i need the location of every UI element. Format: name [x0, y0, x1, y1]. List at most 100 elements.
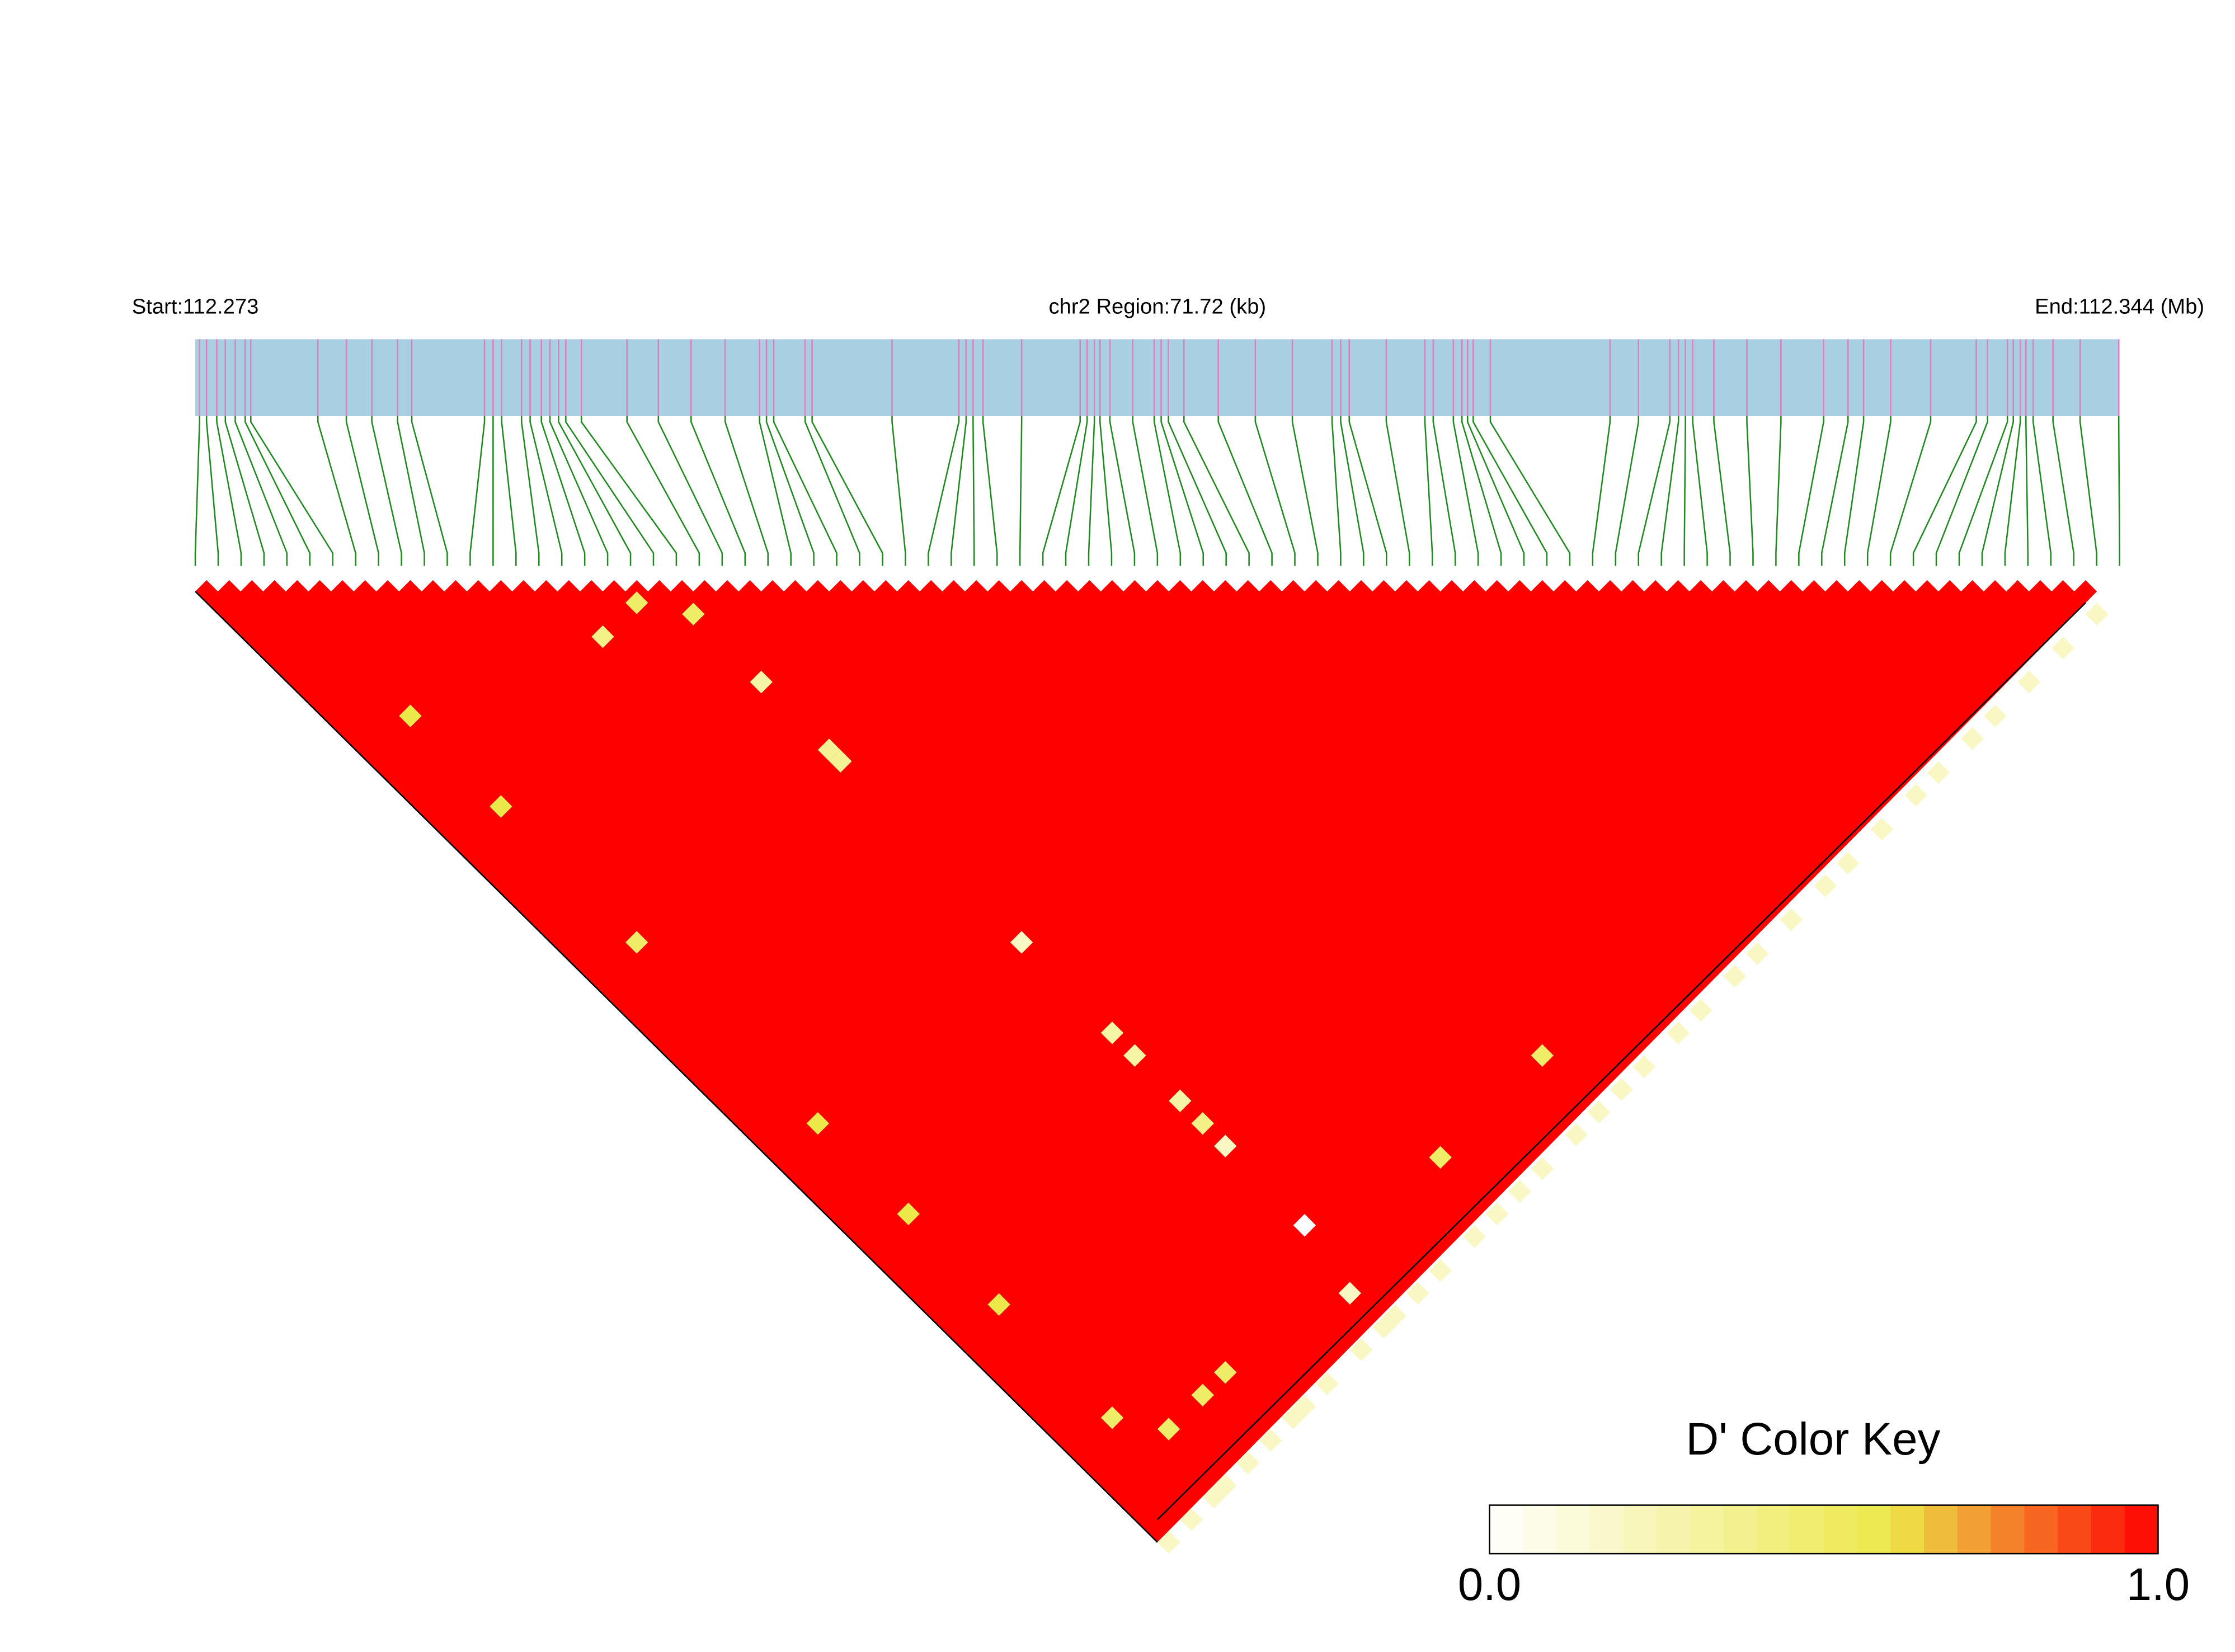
snp-connector: [1424, 416, 1433, 566]
key-step: [1523, 1505, 1558, 1554]
snp-connector: [1692, 416, 1708, 566]
snp-connector: [1472, 416, 1548, 566]
key-tick-label: 1.0: [2126, 1559, 2190, 1610]
ld-cell: [1814, 874, 1837, 897]
snp-connector: [690, 416, 746, 566]
snp-connector: [1019, 416, 1023, 566]
snp-connector: [2004, 416, 2021, 566]
snp-connector: [982, 416, 998, 566]
snp-connector: [1088, 416, 1095, 566]
snp-connector: [1183, 416, 1250, 566]
ld-cell: [1723, 964, 1746, 988]
snp-connector: [1291, 416, 1319, 566]
snp-connector: [317, 416, 356, 566]
snp-connector: [1798, 416, 1824, 566]
snp-connector: [234, 416, 288, 566]
snp-connector: [811, 416, 883, 566]
snp-connector: [1866, 416, 1891, 566]
snp-connector: [2032, 416, 2052, 566]
ld-cell: [1531, 1044, 1554, 1067]
ld-cell: [1123, 1044, 1146, 1067]
key-tick-label: 0.0: [1458, 1559, 1521, 1610]
key-step: [1489, 1505, 1524, 1554]
ld-cell: [682, 603, 705, 625]
ld-cell: [1406, 1282, 1429, 1305]
key-step: [1890, 1505, 1925, 1554]
snp-connector: [371, 416, 402, 566]
snp-connector: [205, 416, 219, 566]
snp-connector: [2052, 416, 2075, 566]
snp-connector: [1168, 416, 1227, 566]
key-step: [1957, 1505, 1992, 1554]
snp-connector: [891, 416, 906, 566]
ld-cell: [1667, 1022, 1690, 1044]
snp-connector: [469, 416, 486, 566]
snp-connector: [1461, 416, 1502, 566]
ld-cell: [806, 1112, 830, 1135]
snp-connector: [1340, 416, 1364, 566]
snp-connector: [397, 416, 425, 566]
gene-bar: [195, 339, 2120, 416]
snp-connector: [194, 416, 201, 566]
snp-connector: [1099, 416, 1113, 566]
snp-connector: [501, 416, 517, 566]
ld-cell: [1508, 1180, 1531, 1203]
ld-cell: [1983, 704, 2007, 728]
snp-connector: [216, 416, 242, 566]
snp-connector: [2079, 416, 2097, 566]
ld-cell: [1780, 908, 1803, 931]
snp-connector: [1958, 416, 2008, 566]
ld-cell: [1349, 1338, 1373, 1362]
ld-cell: [1836, 851, 1860, 875]
snp-connector: [250, 416, 334, 566]
ld-cell: [1531, 1157, 1554, 1180]
snp-connector: [1348, 416, 1387, 566]
ld-cell: [1632, 1055, 1656, 1079]
end-label: End:112.344 (Mb): [2035, 294, 2204, 318]
ld-cell: [1745, 942, 1769, 965]
snp-connector: [1489, 416, 1571, 566]
snp-connector: [549, 416, 609, 566]
ld-cell: [2052, 637, 2074, 660]
ld-cell: [1191, 1383, 1215, 1406]
snp-connector: [928, 416, 960, 566]
triangle-edge: [1156, 602, 2086, 1521]
snp-connector: [626, 416, 700, 566]
snp-connector: [529, 416, 563, 566]
snp-connector: [1065, 416, 1088, 566]
key-step: [1823, 1505, 1858, 1554]
key-title: D' Color Key: [1686, 1414, 1940, 1465]
snp-connector: [580, 416, 677, 566]
key-step: [1657, 1505, 1691, 1554]
snp-connector: [1432, 416, 1456, 566]
key-step: [2091, 1505, 2125, 1554]
ld-cell: [1927, 761, 1950, 784]
snp-connector: [1109, 416, 1136, 566]
snp-connector: [1331, 416, 1342, 566]
ld-cell: [1293, 1395, 1316, 1418]
key-step: [1723, 1505, 1758, 1554]
snp-connector: [765, 416, 815, 566]
snp-connector: [2025, 416, 2029, 566]
ld-triangle: [195, 580, 2097, 1542]
snp-connector: [1843, 416, 1865, 566]
ld-cell: [1463, 1225, 1486, 1248]
ld-cell: [1293, 1214, 1316, 1237]
ld-cell: [1191, 1112, 1215, 1135]
snp-connector: [224, 416, 265, 566]
snp-connector: [1385, 416, 1410, 566]
snp-connector: [1217, 416, 1273, 566]
ld-cell: [1904, 784, 1927, 807]
ld-cell: [750, 670, 773, 694]
key-step: [1857, 1505, 1891, 1554]
snp-connector: [558, 416, 632, 566]
ld-cell: [2085, 603, 2109, 625]
ld-cell: [1259, 1429, 1282, 1452]
snp-connector: [520, 416, 540, 566]
snp-connector: [951, 416, 967, 566]
ld-cell: [1338, 1282, 1362, 1305]
ld-cell: [1429, 1259, 1452, 1282]
snp-connector: [244, 416, 311, 566]
key-step: [1790, 1505, 1825, 1554]
